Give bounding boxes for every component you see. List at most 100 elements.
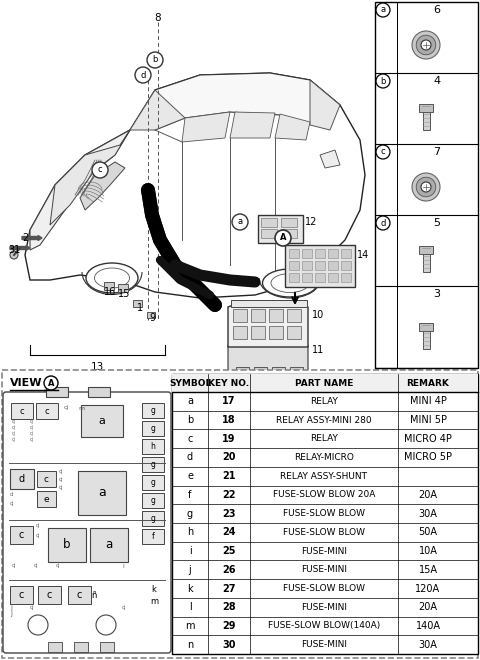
Polygon shape [230, 112, 275, 138]
Text: 25: 25 [222, 546, 236, 556]
Text: FUSE-SLOW BLOW: FUSE-SLOW BLOW [283, 584, 365, 593]
Text: f: f [152, 532, 155, 541]
Text: cj: cj [122, 605, 127, 610]
Text: MINI 5P: MINI 5P [409, 415, 446, 425]
Bar [423, 254, 430, 272]
Polygon shape [130, 90, 185, 130]
Text: c: c [45, 407, 49, 416]
Text: 29: 29 [222, 621, 236, 631]
Bar [281, 218, 297, 227]
Bar [251, 326, 265, 339]
Text: k: k [187, 583, 193, 593]
Text: REMARK: REMARK [407, 378, 449, 387]
Circle shape [92, 162, 108, 178]
Circle shape [96, 615, 116, 635]
Circle shape [416, 177, 436, 197]
Text: 27: 27 [222, 583, 236, 593]
Text: a: a [106, 539, 113, 552]
Polygon shape [228, 345, 308, 377]
Text: 50A: 50A [419, 527, 437, 537]
Bar [37, 471, 56, 487]
Bar [341, 249, 351, 258]
Polygon shape [275, 114, 310, 140]
Bar [289, 261, 299, 270]
Bar [315, 261, 325, 270]
Text: A: A [48, 378, 54, 387]
Text: g: g [151, 496, 156, 505]
Text: 8: 8 [155, 13, 161, 23]
Circle shape [421, 182, 431, 192]
Text: n: n [187, 640, 193, 649]
Text: KEY NO.: KEY NO. [208, 378, 250, 387]
Text: 10A: 10A [419, 546, 437, 556]
Bar [328, 261, 338, 270]
Polygon shape [25, 73, 365, 298]
Circle shape [28, 615, 48, 635]
Text: 14: 14 [357, 250, 369, 260]
Text: FUSE-SLOW BLOW: FUSE-SLOW BLOW [283, 528, 365, 537]
Bar [261, 218, 277, 227]
Text: a: a [381, 5, 385, 15]
Text: 11: 11 [312, 345, 324, 355]
Text: 20A: 20A [419, 490, 437, 500]
Text: MICRO 5P: MICRO 5P [404, 453, 452, 463]
Bar [251, 309, 265, 322]
Bar [302, 273, 312, 282]
Text: j: j [10, 611, 12, 617]
Ellipse shape [95, 268, 130, 288]
Text: 30A: 30A [419, 640, 437, 649]
Text: a: a [238, 218, 242, 226]
Circle shape [10, 251, 18, 259]
Text: cj: cj [30, 436, 34, 442]
Circle shape [376, 3, 390, 17]
Text: 140A: 140A [416, 621, 441, 631]
Text: RELAY ASSY-MINI 280: RELAY ASSY-MINI 280 [276, 416, 372, 424]
Bar [315, 273, 325, 282]
Text: cl: cl [10, 492, 14, 498]
Text: I: I [122, 564, 124, 568]
Bar [254, 367, 267, 377]
Circle shape [147, 52, 163, 68]
Circle shape [275, 230, 291, 246]
Text: l: l [189, 602, 192, 612]
Bar [133, 300, 142, 307]
Bar [419, 246, 433, 254]
Text: j: j [189, 565, 192, 575]
Bar [142, 529, 164, 544]
Polygon shape [80, 162, 125, 210]
Text: cj: cj [34, 564, 38, 568]
Text: b: b [63, 539, 71, 552]
Bar [375, 2, 478, 368]
Circle shape [44, 376, 58, 390]
Bar [142, 511, 164, 526]
Text: c: c [46, 590, 52, 600]
Bar [48, 642, 62, 652]
Circle shape [412, 31, 440, 59]
Text: 20: 20 [222, 453, 236, 463]
Bar [37, 491, 56, 507]
Text: c: c [76, 590, 82, 600]
Circle shape [376, 216, 390, 230]
Text: 120A: 120A [415, 583, 441, 593]
Bar [78, 471, 126, 515]
Text: FUSE-SLOW BLOW(140A): FUSE-SLOW BLOW(140A) [268, 622, 380, 630]
Text: m: m [78, 405, 84, 411]
Text: c: c [44, 475, 48, 484]
Text: 10: 10 [312, 310, 324, 320]
Text: a: a [98, 486, 106, 500]
Bar [11, 403, 33, 419]
Bar [90, 528, 128, 562]
Bar [290, 367, 303, 377]
Text: c: c [98, 166, 102, 174]
FancyBboxPatch shape [3, 392, 171, 653]
Text: cj: cj [59, 484, 63, 490]
Text: f: f [188, 490, 192, 500]
Text: cj: cj [12, 564, 16, 568]
Bar [231, 300, 307, 307]
Bar [258, 215, 303, 243]
Text: FUSE-MINI: FUSE-MINI [301, 603, 347, 612]
Bar [104, 282, 114, 290]
Text: cj: cj [64, 405, 69, 411]
Circle shape [421, 40, 431, 50]
Text: m: m [150, 597, 158, 607]
